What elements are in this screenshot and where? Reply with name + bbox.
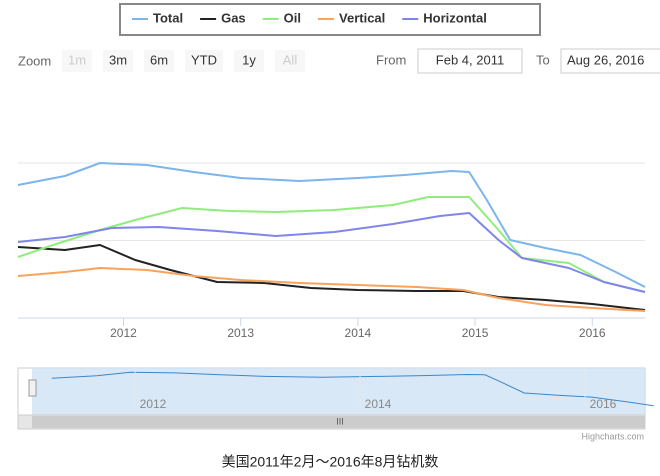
range-button-bg[interactable] bbox=[234, 50, 264, 72]
plot-area: 2012 2013 2014 2015 2016 bbox=[17, 162, 646, 340]
range-button-bg[interactable] bbox=[275, 50, 305, 72]
range-button[interactable]: All bbox=[275, 50, 305, 72]
range-button-label[interactable]: 6m bbox=[150, 52, 168, 67]
caption: 美国2011年2月～2016年8月钻机数 bbox=[222, 454, 439, 470]
scrollbar-grip: III bbox=[336, 416, 344, 426]
from-input[interactable] bbox=[417, 48, 523, 74]
navigator-content: 2012 2014 2016 bbox=[51, 368, 654, 415]
navigator-tick-label: 2016 bbox=[590, 397, 617, 411]
legend-label: Horizontal bbox=[423, 10, 487, 25]
x-tick-label: 2014 bbox=[345, 326, 372, 340]
range-button-label[interactable]: 1y bbox=[242, 52, 256, 67]
range-button-bg[interactable] bbox=[62, 50, 92, 72]
zoom-label: Zoom bbox=[18, 53, 51, 68]
range-button-label[interactable]: 3m bbox=[109, 52, 127, 67]
x-tick-label: 2012 bbox=[110, 326, 137, 340]
scrollbar-thumb[interactable] bbox=[32, 416, 645, 428]
to-label: To bbox=[536, 52, 550, 67]
legend-label: Vertical bbox=[339, 10, 385, 25]
from-value[interactable]: Feb 4, 2011 bbox=[436, 52, 504, 67]
range-button-bg[interactable] bbox=[144, 50, 174, 72]
from-label: From bbox=[376, 52, 406, 67]
range-button-bg[interactable] bbox=[185, 50, 223, 72]
range-button-label[interactable]: 1m bbox=[68, 52, 86, 67]
range-button-label[interactable]: YTD bbox=[191, 52, 217, 67]
range-button-bg[interactable] bbox=[103, 50, 133, 72]
range-button[interactable]: YTD bbox=[185, 50, 223, 72]
series-line bbox=[17, 196, 646, 293]
range-button[interactable]: 6m bbox=[144, 50, 174, 72]
navigator-tick-label: 2012 bbox=[140, 397, 167, 411]
legend-label: Oil bbox=[284, 10, 301, 25]
x-tick-label: 2016 bbox=[579, 326, 606, 340]
navigator-handle[interactable] bbox=[28, 379, 37, 397]
series-line bbox=[17, 267, 646, 312]
x-tick-label: 2015 bbox=[462, 326, 489, 340]
range-button[interactable]: 3m bbox=[103, 50, 133, 72]
series-line bbox=[17, 162, 646, 288]
to-value[interactable]: Aug 26, 2016 bbox=[567, 52, 644, 67]
series-line bbox=[17, 244, 646, 311]
legend: Total Gas Oil Vertical Horizontal bbox=[132, 10, 487, 25]
range-button[interactable]: 1y bbox=[234, 50, 264, 72]
legend-label: Total bbox=[153, 10, 183, 25]
legend-label: Gas bbox=[221, 10, 246, 25]
navigator-tick-label: 2014 bbox=[365, 397, 392, 411]
x-tick-label: 2013 bbox=[227, 326, 254, 340]
to-input[interactable] bbox=[560, 48, 660, 74]
range-buttons: 1m 3m 6m YTD 1y All bbox=[62, 50, 305, 72]
range-button[interactable]: 1m bbox=[62, 50, 92, 72]
credits: Highcharts.com bbox=[581, 431, 644, 441]
navigator-selection[interactable] bbox=[32, 368, 645, 415]
navigator-line bbox=[51, 371, 654, 407]
series-line bbox=[17, 212, 646, 293]
range-button-label[interactable]: All bbox=[283, 52, 298, 67]
